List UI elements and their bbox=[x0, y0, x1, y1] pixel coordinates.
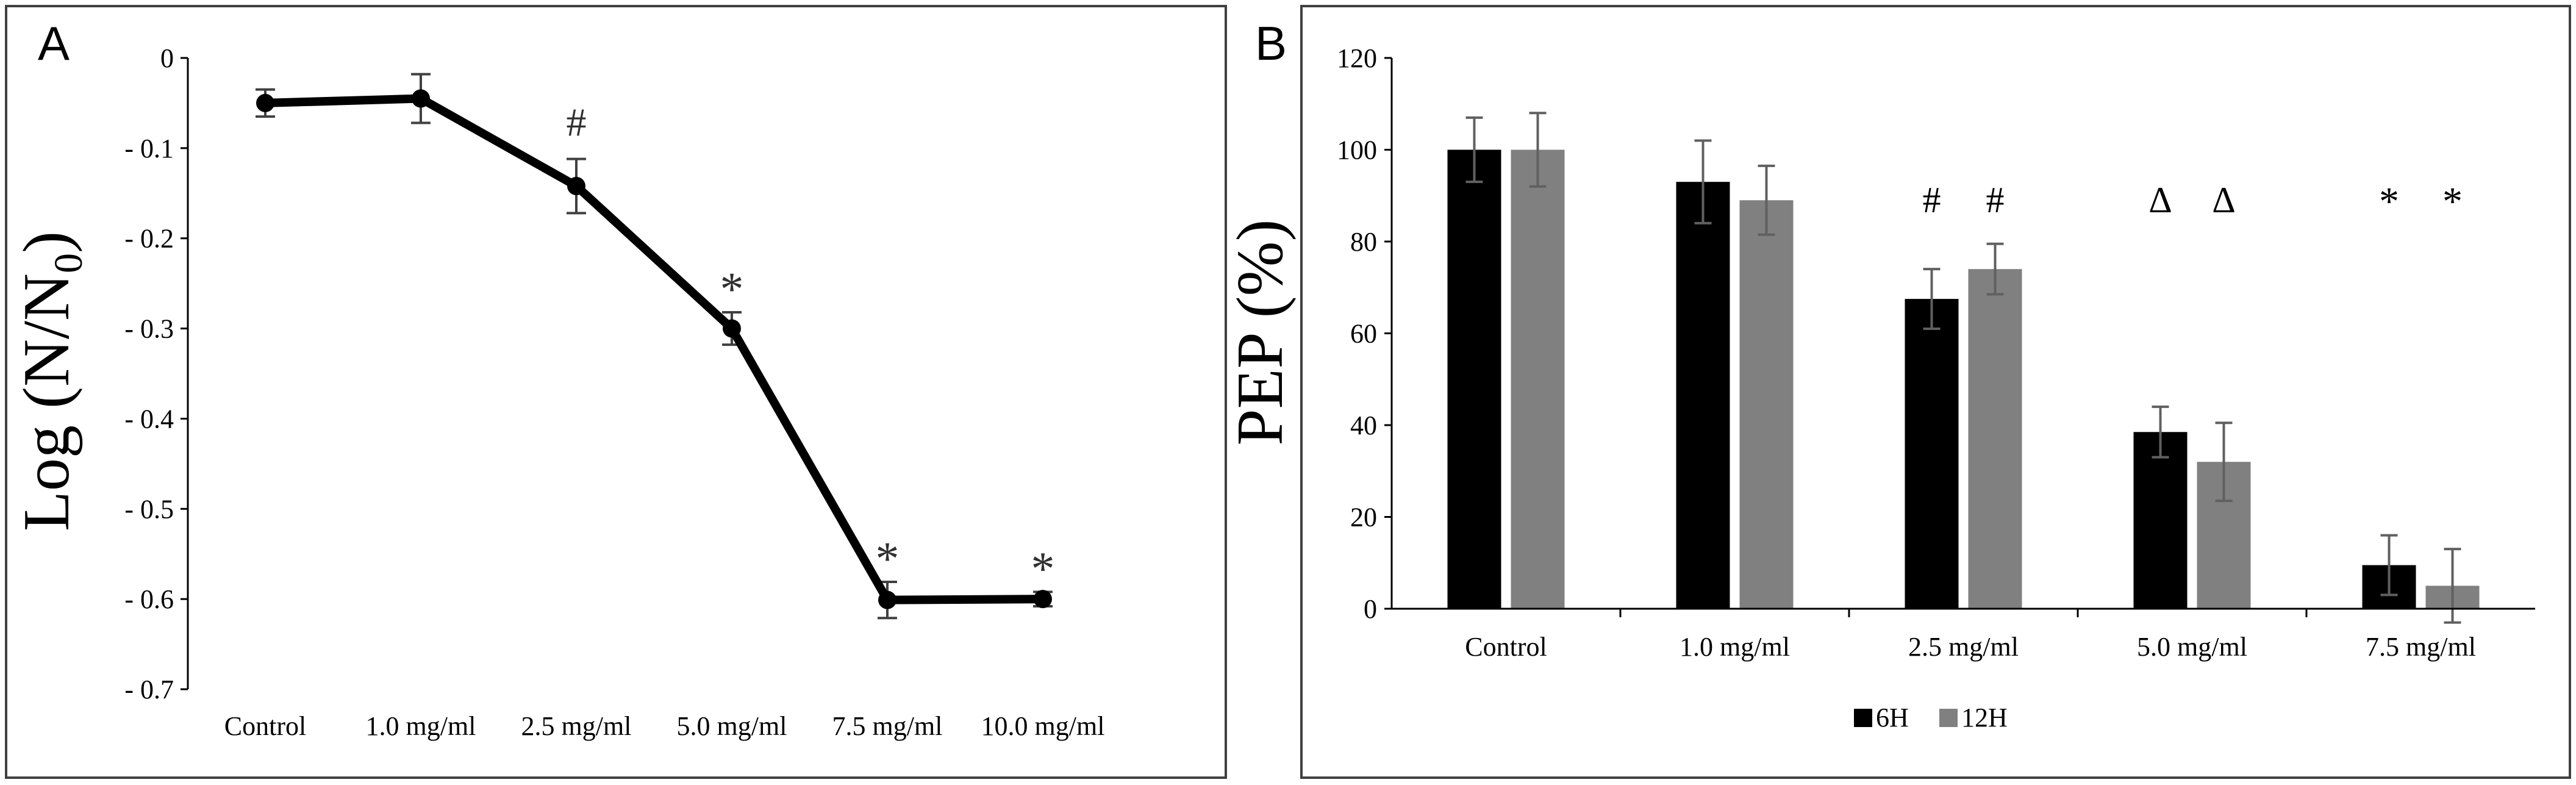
panel-b-bar-6h bbox=[1676, 182, 1730, 609]
legend-swatch-12h bbox=[1939, 709, 1958, 727]
panel-b-significance-mark: # bbox=[1923, 180, 1941, 220]
panel-b-significance-mark: Δ bbox=[2212, 180, 2236, 220]
panel-b-y-tick-label: 100 bbox=[1337, 135, 1377, 165]
panel-a-y-tick-label: - 0.7 bbox=[124, 675, 174, 704]
panel-a-x-tick-label: 2.5 mg/ml bbox=[521, 711, 632, 741]
panel-b-y-tick-label: 60 bbox=[1350, 319, 1377, 349]
panel-a-y-tick-label: - 0.2 bbox=[124, 224, 174, 254]
panel-b-x-tick-label: 7.5 mg/ml bbox=[2366, 632, 2476, 662]
panel-b-significance-mark: # bbox=[1986, 180, 2005, 220]
panel-b-bar-6h bbox=[2133, 432, 2188, 609]
panel-a-x-tick-label: Control bbox=[224, 711, 306, 741]
legend-swatch-6h bbox=[1854, 709, 1872, 727]
panel-b-y-tick-label: 0 bbox=[1364, 594, 1377, 624]
panel-b-x-tick-label: 2.5 mg/ml bbox=[1908, 632, 2019, 662]
panel-b-y-tick-label: 120 bbox=[1337, 43, 1377, 73]
panel-a-series-line bbox=[265, 94, 1043, 604]
panel-a-y-axis-title: Log (N/N0) bbox=[10, 231, 91, 531]
panel-a-x-tick-label: 10.0 mg/ml bbox=[981, 711, 1105, 741]
panel-b-y-tick-label: 40 bbox=[1350, 410, 1377, 440]
legend-label-6h: 6H bbox=[1876, 703, 1909, 733]
panel-a-data-point bbox=[723, 319, 741, 338]
panel-a-x-tick-label: 5.0 mg/ml bbox=[677, 711, 787, 741]
panel-b-significance-mark: Δ bbox=[2148, 180, 2172, 220]
panel-a-y-tick-label: - 0.6 bbox=[124, 584, 174, 614]
panel-a-y-tick-label: 0 bbox=[160, 43, 174, 73]
panel-b-y-tick-label: 80 bbox=[1350, 227, 1377, 257]
panel-a-significance-mark: # bbox=[567, 101, 587, 145]
panel-a-x-tick-label: 7.5 mg/ml bbox=[832, 711, 943, 741]
panel-b-bar-12h bbox=[1739, 200, 1794, 609]
panel-b-letter: B bbox=[1255, 16, 1287, 70]
panel-b-significance-mark: * bbox=[2379, 179, 2399, 224]
panel-b-significance-mark: * bbox=[2442, 179, 2463, 224]
panel-b-x-tick-label: Control bbox=[1465, 632, 1547, 662]
panel-b-bar-12h bbox=[1511, 149, 1565, 609]
panel-a-letter: A bbox=[38, 16, 70, 70]
panel-a-data-point bbox=[878, 590, 896, 609]
panel-b-bar-12h bbox=[1968, 269, 2022, 609]
panel-a-y-tick-label: - 0.4 bbox=[124, 404, 174, 434]
panel-a-significance-mark: * bbox=[876, 532, 900, 585]
panel-a-x-tick-label: 1.0 mg/ml bbox=[366, 711, 476, 741]
panel-a-significance-mark: * bbox=[720, 262, 744, 315]
panel-a-significance-mark: * bbox=[1031, 542, 1055, 595]
panel-a: A 0 - 0.1 - 0.2 - 0.3 - 0.4 - 0.5 - 0.6 - 0.7 C… bbox=[5, 5, 1227, 779]
panel-b: B 0 20 40 60 80 100 120 Control 1.0 mg/ml 2.5 mg… bbox=[1224, 5, 2571, 779]
panel-a-data-point bbox=[256, 93, 274, 112]
panel-b-x-tick-label: 1.0 mg/ml bbox=[1680, 632, 1790, 662]
legend: 6H 12H bbox=[1854, 703, 2008, 733]
legend-label-12h: 12H bbox=[1961, 703, 2008, 733]
panel-a-data-point bbox=[412, 89, 430, 108]
panel-b-y-axis-title: PEP (%) bbox=[1224, 220, 1297, 446]
panel-b-y-tick-label: 20 bbox=[1350, 503, 1377, 532]
panel-b-bar-6h bbox=[1447, 149, 1501, 609]
panel-a-y-tick-label: - 0.5 bbox=[124, 494, 174, 524]
panel-a-data-point bbox=[1034, 590, 1052, 609]
panel-a-y-tick-label: - 0.1 bbox=[124, 134, 174, 163]
panel-a-data-point bbox=[567, 176, 585, 195]
panel-b-bar-6h bbox=[1905, 299, 1959, 609]
panel-a-y-tick-label: - 0.3 bbox=[124, 314, 174, 344]
panel-a-frame bbox=[5, 5, 1227, 779]
panel-b-x-tick-label: 5.0 mg/ml bbox=[2137, 632, 2247, 662]
